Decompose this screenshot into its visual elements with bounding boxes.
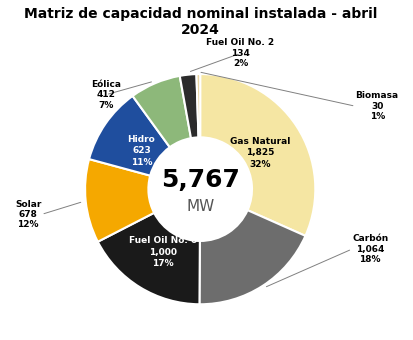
Text: MW: MW bbox=[185, 199, 214, 214]
Text: 17%: 17% bbox=[152, 259, 173, 268]
Wedge shape bbox=[97, 213, 199, 304]
Text: Gas Natural: Gas Natural bbox=[229, 137, 290, 146]
Text: 5,767: 5,767 bbox=[160, 168, 239, 192]
Text: Hidro: Hidro bbox=[127, 135, 155, 144]
Title: Matriz de capacidad nominal instalada - abril
2024: Matriz de capacidad nominal instalada - … bbox=[24, 7, 376, 37]
Text: 11%: 11% bbox=[131, 158, 152, 167]
Text: Solar
678
12%: Solar 678 12% bbox=[15, 200, 41, 230]
Wedge shape bbox=[199, 210, 305, 304]
Text: Biomasa
30
1%: Biomasa 30 1% bbox=[355, 91, 398, 121]
Wedge shape bbox=[132, 76, 190, 147]
Text: 1,000: 1,000 bbox=[148, 248, 176, 257]
Wedge shape bbox=[89, 96, 169, 176]
Text: Eólica
412
7%: Eólica 412 7% bbox=[90, 80, 121, 110]
Text: Carbón
1,064
18%: Carbón 1,064 18% bbox=[351, 234, 387, 264]
Wedge shape bbox=[85, 159, 154, 242]
Wedge shape bbox=[200, 74, 315, 236]
Wedge shape bbox=[196, 74, 200, 137]
Text: 1,825: 1,825 bbox=[245, 148, 273, 157]
Text: 623: 623 bbox=[132, 147, 150, 155]
Text: 32%: 32% bbox=[249, 159, 270, 169]
Text: Fuel Oil No. 6: Fuel Oil No. 6 bbox=[128, 236, 197, 245]
Text: Fuel Oil No. 2
134
2%: Fuel Oil No. 2 134 2% bbox=[206, 38, 274, 68]
Wedge shape bbox=[179, 74, 198, 138]
